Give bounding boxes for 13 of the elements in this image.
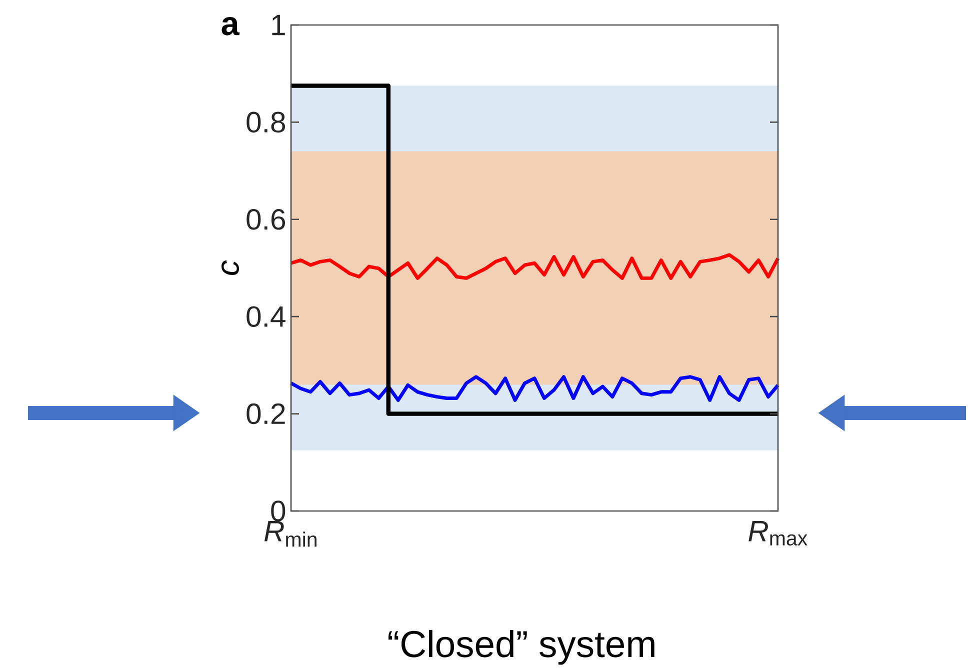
chart-title: a [222,17,240,36]
x-tick-label: R$_{min}$ [264,521,316,547]
y-tick-label: 0.4 [246,306,286,327]
y-axis-title: c [222,260,240,275]
line-series [289,375,780,402]
y-tick-label: 0.6 [246,208,286,230]
y-tick-label: 1 [272,14,285,36]
x-tick-label: R$_{max}$ [748,521,808,546]
y-tick-label: 0.2 [246,403,285,424]
y-tick-label: 0.8 [246,112,286,133]
y-tick-label: 0 [271,500,286,522]
line-series [289,253,780,280]
text: “Closed” system [388,630,654,665]
